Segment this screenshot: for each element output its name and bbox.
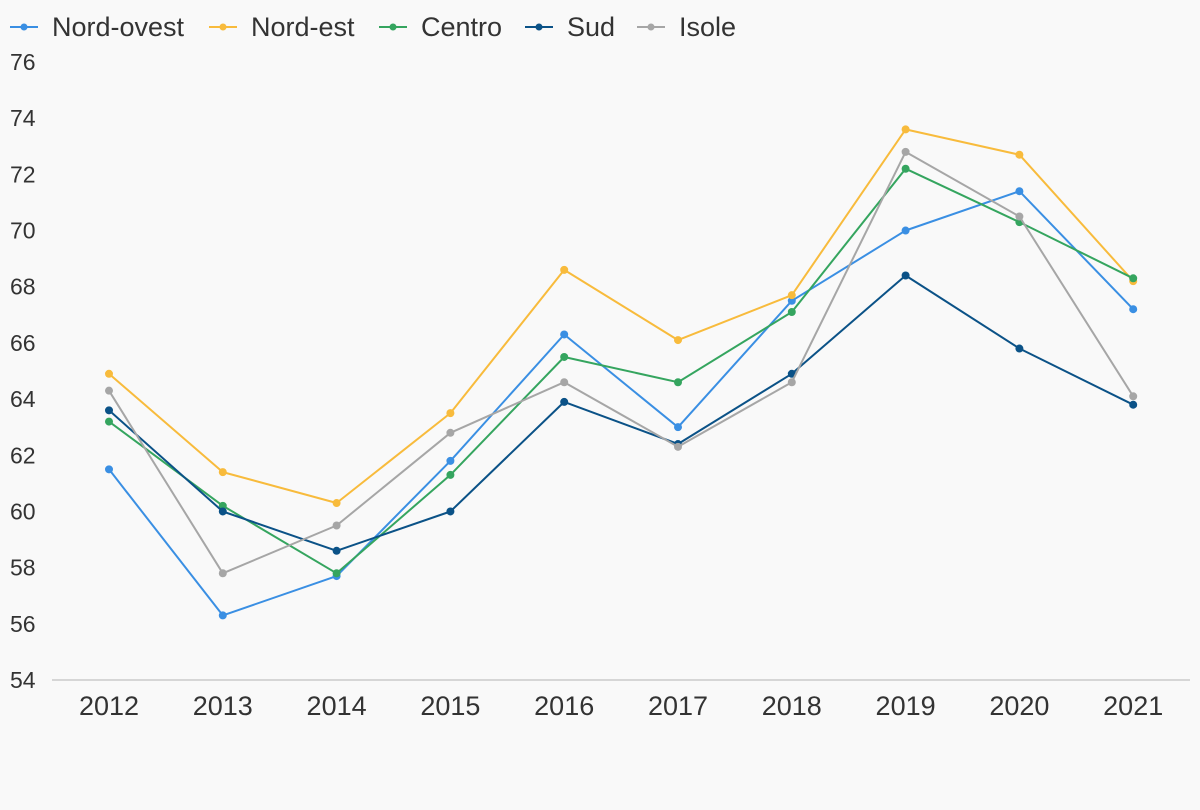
plot-area	[105, 125, 1138, 620]
legend-marker-icon	[647, 23, 655, 31]
data-point[interactable]	[218, 501, 227, 510]
data-point[interactable]	[787, 296, 796, 305]
data-point[interactable]	[674, 336, 682, 345]
legend-marker-icon	[535, 23, 543, 31]
data-point[interactable]	[674, 378, 682, 387]
data-point[interactable]	[1015, 150, 1024, 159]
legend-label: Isole	[679, 12, 736, 42]
legend-item[interactable]: Isole	[637, 12, 736, 42]
data-point[interactable]	[446, 456, 455, 465]
legend-label: Sud	[567, 12, 615, 42]
x-tick-label: 2018	[762, 691, 822, 721]
y-tick-label: 60	[10, 498, 36, 524]
data-point[interactable]	[1015, 187, 1024, 196]
data-point[interactable]	[446, 507, 455, 516]
y-tick-label: 62	[10, 442, 36, 468]
y-tick-label: 68	[10, 274, 36, 300]
y-tick-label: 58	[10, 555, 36, 581]
y-tick-label: 54	[10, 667, 36, 693]
data-point[interactable]	[787, 378, 796, 387]
x-axis: 2012 2013 2014 2015 2016 2017 2018 2019 2020 2021	[79, 691, 1163, 721]
data-point[interactable]	[332, 546, 341, 555]
series-sud	[105, 271, 1138, 555]
data-point[interactable]	[560, 352, 569, 361]
y-tick-label: 66	[10, 330, 36, 356]
data-point[interactable]	[1129, 305, 1138, 314]
legend: Nord-ovest Nord-est Centro Sud Isole	[10, 12, 736, 42]
data-point[interactable]	[560, 378, 569, 387]
data-point[interactable]	[787, 308, 796, 317]
legend-item[interactable]: Nord-est	[209, 12, 355, 42]
y-tick-label: 64	[10, 386, 36, 412]
data-point[interactable]	[901, 125, 910, 134]
data-point[interactable]	[560, 397, 569, 406]
series-line	[108, 150, 1135, 575]
series-isole	[105, 147, 1138, 578]
series-line	[108, 274, 1134, 552]
data-point[interactable]	[901, 147, 910, 156]
x-tick-label: 2015	[420, 691, 480, 721]
legend-label: Centro	[421, 12, 502, 42]
series-centro	[105, 164, 1138, 578]
data-point[interactable]	[446, 428, 455, 437]
data-point[interactable]	[1129, 274, 1138, 283]
series-line	[108, 190, 1134, 617]
data-point[interactable]	[560, 330, 569, 339]
data-point[interactable]	[218, 611, 227, 620]
x-tick-label: 2012	[79, 691, 139, 721]
data-point[interactable]	[1129, 392, 1138, 401]
data-point[interactable]	[332, 521, 341, 530]
data-point[interactable]	[218, 569, 227, 578]
data-point[interactable]	[105, 386, 113, 395]
legend-marker-icon	[219, 23, 227, 31]
y-tick-label: 56	[10, 611, 36, 637]
data-point[interactable]	[218, 507, 227, 516]
series-line	[108, 167, 1134, 575]
x-tick-label: 2014	[307, 691, 367, 721]
data-point[interactable]	[674, 423, 682, 432]
legend-marker-icon	[20, 23, 28, 31]
legend-label: Nord-est	[251, 12, 355, 42]
data-point[interactable]	[105, 406, 113, 415]
data-point[interactable]	[901, 271, 910, 280]
x-tick-label: 2020	[989, 691, 1049, 721]
legend-item[interactable]: Centro	[379, 12, 502, 42]
data-point[interactable]	[446, 470, 455, 479]
series-nord-ovest	[105, 187, 1138, 620]
y-tick-label: 72	[10, 161, 36, 187]
series-line	[108, 128, 1134, 504]
data-point[interactable]	[787, 291, 796, 300]
x-tick-label: 2019	[876, 691, 936, 721]
data-point[interactable]	[1015, 344, 1024, 353]
data-point[interactable]	[1129, 400, 1138, 409]
data-point[interactable]	[218, 468, 227, 477]
legend-label: Nord-ovest	[52, 12, 185, 42]
x-tick-label: 2017	[648, 691, 708, 721]
y-tick-label: 74	[10, 105, 36, 131]
data-point[interactable]	[787, 369, 796, 378]
data-point[interactable]	[332, 569, 341, 578]
y-axis: 54 56 58 60 62 64 66 68 70 72 74 76	[10, 49, 36, 693]
data-point[interactable]	[1015, 212, 1024, 221]
x-tick-label: 2016	[534, 691, 594, 721]
series-nord-est	[105, 125, 1138, 508]
data-point[interactable]	[105, 417, 113, 426]
data-point[interactable]	[105, 369, 113, 378]
legend-item[interactable]: Nord-ovest	[10, 12, 185, 42]
data-point[interactable]	[901, 164, 910, 173]
legend-item[interactable]: Sud	[525, 12, 615, 42]
data-point[interactable]	[446, 409, 455, 418]
data-point[interactable]	[332, 499, 341, 508]
data-point[interactable]	[560, 265, 569, 274]
y-tick-label: 76	[10, 49, 36, 75]
x-tick-label: 2021	[1103, 691, 1163, 721]
x-tick-label: 2013	[193, 691, 253, 721]
y-tick-label: 70	[10, 218, 36, 244]
legend-marker-icon	[389, 23, 397, 31]
data-point[interactable]	[105, 465, 113, 474]
data-point[interactable]	[674, 442, 682, 451]
data-point[interactable]	[901, 226, 910, 235]
